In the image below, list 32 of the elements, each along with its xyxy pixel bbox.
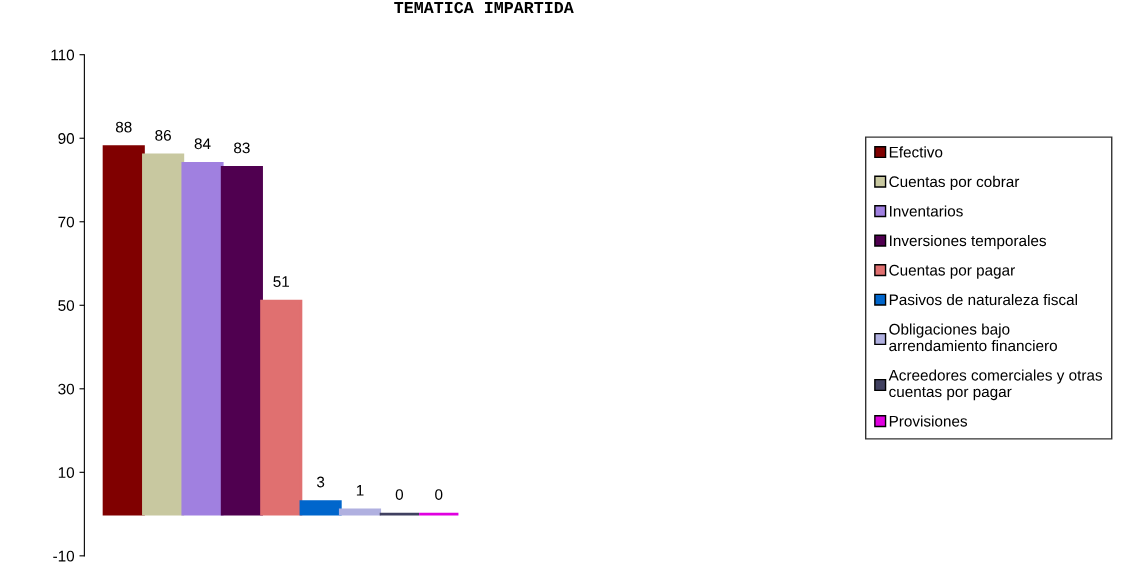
y-tick-label: -10 [53,550,75,562]
data-label: 1 [356,485,364,496]
legend-label: Acreedores comerciales y otras cuentas por pagar [888,369,1103,401]
data-label: 88 [115,121,132,133]
y-tick-label: 10 [58,467,75,479]
legend-label: Inventarios [890,205,963,217]
legend-label: Cuentas por cobrar [889,175,1020,191]
data-label: 86 [155,129,171,141]
legend-label: Obligaciones bajo arrendamiento financiero [889,323,1057,352]
y-tick-label: 70 [58,216,75,228]
legend-label: Pasivos de naturaleza fiscal [889,293,1077,306]
data-label: 83 [234,142,250,154]
data-label: 3 [316,476,325,488]
legend-label: Cuentas por pagar [889,264,1015,279]
bar [102,145,145,516]
y-tick-label: 50 [58,300,75,311]
bar [299,500,342,516]
y-tick-label: 90 [58,133,75,144]
legend-label: Inversiones temporales [890,234,1047,250]
legend-label: Provisiones [889,415,968,427]
chart-title: TEMATICA IMPARTIDA [394,1,574,14]
data-label: 51 [273,276,289,287]
legend-label: Efectivo [889,146,943,158]
y-tick-label: 30 [58,383,75,395]
bar [142,153,185,516]
bar [181,161,224,516]
bar [220,166,263,516]
y-tick-label: 110 [51,49,75,61]
data-label: 0 [395,489,404,500]
bar [260,299,303,516]
data-label: 0 [435,489,443,500]
data-label: 84 [194,138,211,150]
